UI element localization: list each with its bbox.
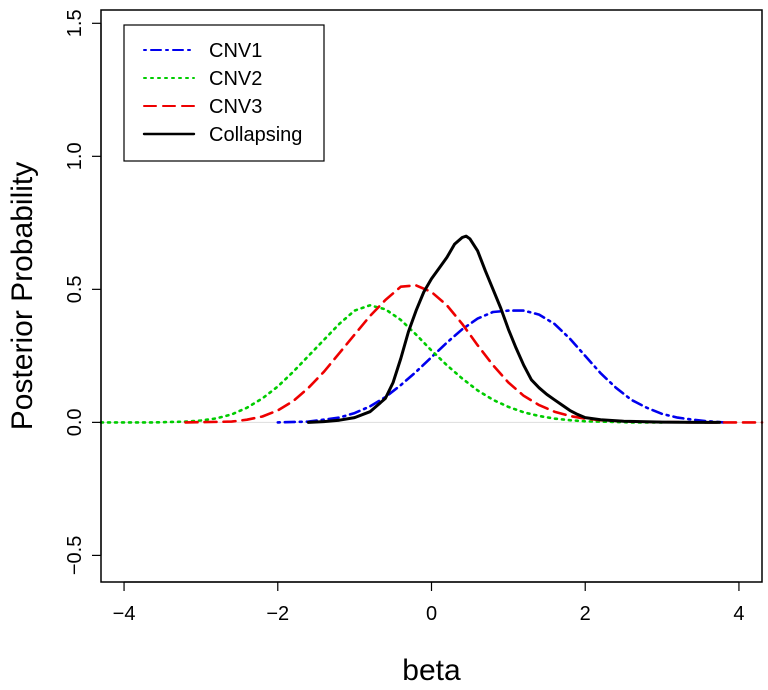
- x-tick-label: 4: [733, 603, 744, 625]
- y-tick-label: 0.5: [64, 275, 86, 303]
- legend-box: [123, 24, 325, 162]
- y-tick-label: 0.0: [64, 408, 86, 436]
- y-axis-title: Posterior Probability: [6, 162, 39, 430]
- legend: CNV1 CNV2 CNV3 Collapsing: [123, 24, 325, 162]
- series-line-collapsing: [307, 234, 722, 424]
- series-line-cnv2: [99, 303, 664, 424]
- y-tick-label: 1.5: [64, 9, 86, 37]
- y-tick-label: −0.5: [64, 536, 86, 575]
- y-axis: −0.5 0.0 0.5 1.0 1.5: [64, 9, 102, 575]
- legend-label-cnv3: CNV3: [209, 96, 262, 118]
- legend-label-cnv2: CNV2: [209, 68, 262, 90]
- legend-label-collapsing: Collapsing: [209, 124, 302, 146]
- x-tick-label: −2: [266, 603, 289, 625]
- x-tick-label: 0: [426, 603, 437, 625]
- series-line-cnv3: [184, 284, 764, 424]
- x-tick-label: 2: [580, 603, 591, 625]
- x-axis-title: beta: [402, 654, 461, 687]
- x-tick-label: −4: [113, 603, 136, 625]
- series-lines: [99, 234, 764, 424]
- legend-label-cnv1: CNV1: [209, 40, 262, 62]
- series-line-cnv1: [276, 309, 725, 424]
- y-tick-label: 1.0: [64, 142, 86, 170]
- x-axis: −4 −2 0 2 4: [113, 581, 745, 625]
